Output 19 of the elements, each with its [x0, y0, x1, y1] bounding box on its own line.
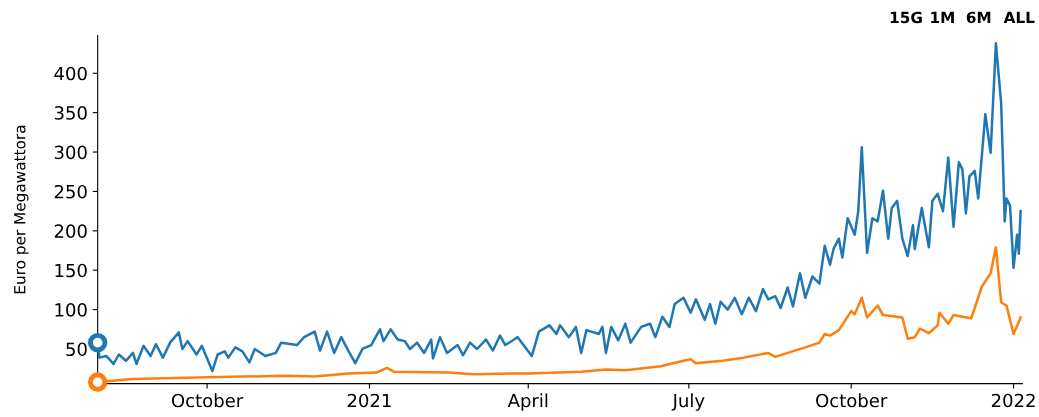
x-tick-label: 2021 [347, 393, 391, 408]
y-tick-label: 100 [55, 303, 87, 317]
text: ALL [1003, 11, 1035, 23]
y-tick-label: 350 [54, 106, 87, 120]
y-axis-title: Euro per Megawattora [14, 125, 29, 294]
x-tick-label: 2022 [991, 393, 1035, 408]
x-tick-label: October [171, 393, 244, 408]
x-tick-label: October [816, 393, 888, 408]
y-tick-label: 150 [55, 263, 87, 278]
y-tick-label: 200 [54, 224, 87, 238]
y-tick-label: 250 [54, 184, 87, 199]
x-tick-label: July [671, 393, 705, 411]
y-tick-label: 50 [66, 342, 87, 357]
text: 6M [966, 11, 991, 24]
y-tick-label: 300 [54, 145, 87, 160]
text: 1M [931, 11, 954, 23]
y-tick-label: 400 [54, 66, 87, 81]
text: 15G [890, 11, 922, 24]
x-tick-label: April [507, 393, 548, 411]
